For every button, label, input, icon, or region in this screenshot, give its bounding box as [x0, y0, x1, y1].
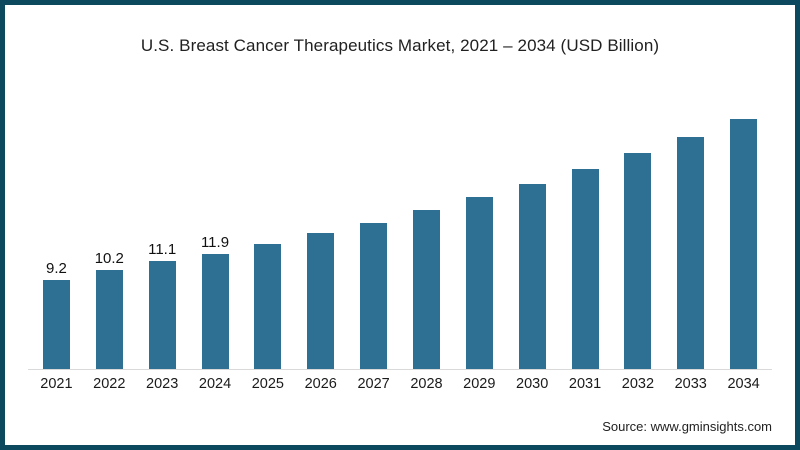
bar-value-label: 10.2 [94, 249, 124, 267]
x-axis-tick-label: 2031 [568, 376, 602, 392]
x-axis-tick-label: 2033 [674, 376, 707, 392]
bar [730, 119, 758, 369]
bar [677, 137, 705, 369]
bars-area: 9.2 10.2 11.1 11.9 [30, 89, 770, 369]
bar-column: 11.1 [136, 89, 189, 369]
bar-column [453, 89, 506, 369]
bar-value-label: 11.1 [148, 240, 177, 258]
bar [624, 153, 652, 369]
bar-column [294, 89, 347, 369]
bar [201, 254, 229, 369]
source-credit: Source: www.gminsights.com [602, 419, 772, 434]
bar [95, 270, 123, 369]
bar-column [400, 89, 453, 369]
bar-column [717, 89, 770, 369]
x-axis-tick-label: 2025 [251, 376, 284, 392]
bar [360, 223, 388, 369]
x-axis-tick-label: 2023 [146, 376, 179, 392]
x-axis-tick-label: 2024 [198, 376, 232, 392]
bar-column [506, 89, 559, 369]
x-axis-tick-label: 2034 [727, 376, 760, 392]
x-axis-labels: 2021 2022 2023 2024 2025 2026 2027 2028 2029 2030… [30, 376, 770, 392]
bar [465, 197, 493, 369]
bar-column [559, 89, 612, 369]
x-axis-tick-label: 2027 [357, 376, 390, 392]
x-axis-tick-label: 2021 [40, 376, 73, 392]
x-axis-tick-label: 2026 [304, 376, 337, 392]
bar-value-label: 9.2 [46, 259, 67, 277]
x-axis-tick-label: 2022 [93, 376, 126, 392]
bar-column: 11.9 [189, 89, 242, 369]
bar-value-label: 11.9 [200, 233, 230, 251]
chart-title: U.S. Breast Cancer Therapeutics Market, … [140, 36, 660, 55]
bar-column: 10.2 [83, 89, 136, 369]
x-axis-tick-label: 2030 [516, 376, 549, 392]
bar [42, 280, 70, 369]
bar-column [664, 89, 717, 369]
bar [571, 169, 599, 369]
bar [518, 184, 546, 369]
x-axis-tick-label: 2029 [463, 376, 496, 392]
bar [307, 233, 335, 369]
bar-column [347, 89, 400, 369]
bar [254, 244, 282, 369]
x-axis-line [28, 369, 772, 370]
bar-column [241, 89, 294, 369]
x-axis-tick-label: 2032 [621, 376, 655, 392]
x-axis-tick-label: 2028 [410, 376, 443, 392]
bar-column: 9.2 [30, 89, 83, 369]
bar [148, 261, 176, 369]
bar-column [611, 89, 664, 369]
bar [412, 210, 440, 369]
